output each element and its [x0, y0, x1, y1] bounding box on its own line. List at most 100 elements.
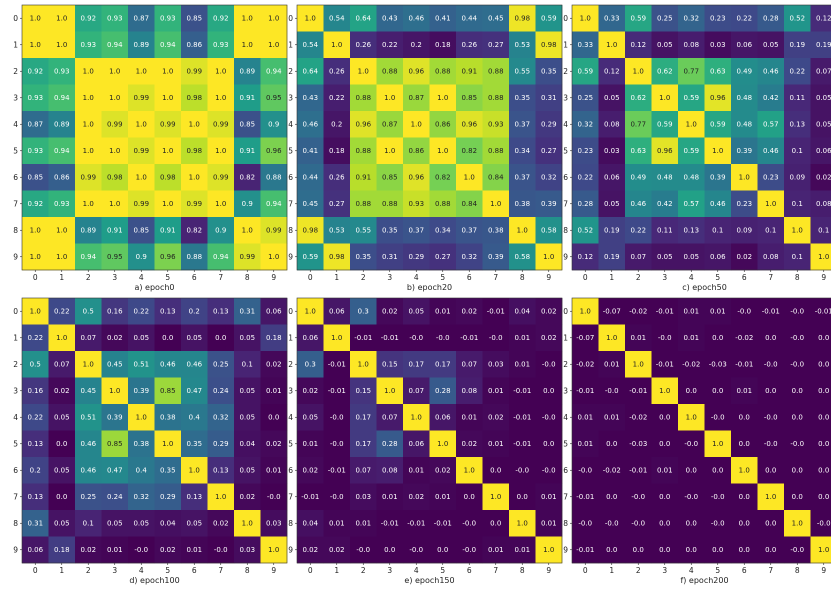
heatmap-cell-label: 0.11 — [789, 94, 805, 102]
heatmap-cell-label: 0.92 — [80, 14, 96, 22]
heatmap-cell-label: 0.0 — [818, 493, 829, 501]
heatmap-cell-label: 0.93 — [213, 41, 229, 49]
heatmap-cell-label: 0.58 — [541, 226, 557, 234]
heatmap-cell-label: 0.1 — [242, 360, 253, 368]
heatmap-cell-label: -0.0 — [462, 519, 476, 527]
heatmap-cell-label: 0.82 — [239, 173, 255, 181]
heatmap-cell-label: 0.35 — [186, 440, 202, 448]
heatmap-cell-label: 0.29 — [408, 253, 424, 261]
heatmap-cell-label: 1.0 — [517, 519, 528, 527]
heatmap-cell-label: 0.85 — [382, 173, 398, 181]
heatmap-cell-label: 0.19 — [604, 226, 620, 234]
heatmap-cell-label: 0.89 — [239, 67, 255, 75]
heatmap-cell-label: 1.0 — [162, 440, 173, 448]
heatmap-cell-label: 0.07 — [355, 466, 371, 474]
heatmap-cell-label: 0.98 — [107, 173, 123, 181]
heatmap-cell-label: 0.96 — [408, 67, 424, 75]
heatmap-cell-label: 1.0 — [659, 94, 670, 102]
heatmap-cell-label: 0.01 — [710, 307, 726, 315]
heatmap-cell-label: 1.0 — [384, 94, 395, 102]
heatmap-cell-label: -0.01 — [328, 360, 346, 368]
heatmap-cell-label: 0.38 — [133, 440, 149, 448]
x-tick-label: 0 — [583, 566, 588, 575]
heatmap-cell-label: 0.59 — [577, 67, 593, 75]
heatmap-cell-label: 1.0 — [437, 147, 448, 155]
heatmap-cell-label: 0.27 — [488, 41, 504, 49]
heatmap-cell-label: 0.92 — [27, 200, 43, 208]
heatmap-cell-label: 0.47 — [107, 466, 123, 474]
heatmap-cell-label: 0.59 — [683, 94, 699, 102]
heatmap-cell-label: 0.32 — [683, 14, 699, 22]
heatmap-cell-label: 1.0 — [30, 226, 41, 234]
heatmap-cell-label: 0.49 — [736, 67, 752, 75]
heatmap-cell-label: 0.01 — [355, 519, 371, 527]
heatmap-cell-label: 0.06 — [266, 307, 282, 315]
heatmap-cell-label: 0.55 — [514, 67, 530, 75]
heatmap-cell-label: 0.59 — [657, 120, 673, 128]
heatmap-cell-label: 0.98 — [160, 173, 176, 181]
y-tick-label: 7 — [288, 492, 293, 501]
heatmap-cell-label: -0.01 — [513, 413, 531, 421]
heatmap-cell-label: 0.05 — [239, 387, 255, 395]
heatmap-cell-label: 1.0 — [56, 41, 67, 49]
heatmap-cell-label: 0.96 — [355, 120, 371, 128]
heatmap-cell-label: 1.0 — [437, 94, 448, 102]
heatmap-cell-label: 0.89 — [54, 120, 70, 128]
heatmap-cell-label: 0.91 — [239, 147, 255, 155]
heatmap-cell-label: 0.38 — [160, 413, 176, 421]
heatmap-cell-label: 0.1 — [765, 226, 776, 234]
y-tick-label: 9 — [13, 252, 18, 261]
heatmap-cell-label: 0.93 — [80, 41, 96, 49]
y-tick-label: 1 — [13, 40, 18, 49]
heatmap-cell-label: 0.99 — [133, 200, 149, 208]
heatmap-cell-label: 0.01 — [435, 493, 451, 501]
heatmap-cell-label: 0.1 — [792, 253, 803, 261]
heatmap-cell-label: 0.09 — [789, 173, 805, 181]
heatmap-cell-label: 0.46 — [160, 360, 176, 368]
heatmap-cell-label: 0.02 — [541, 307, 557, 315]
heatmap-cell-label: -0.0 — [631, 493, 645, 501]
x-tick-label: 6 — [467, 566, 472, 575]
heatmap-cell-label: -0.03 — [709, 360, 727, 368]
heatmap-cell-label: 0.45 — [80, 387, 96, 395]
heatmap-cell-label: -0.01 — [576, 546, 594, 554]
heatmap-cell-label: 0.84 — [488, 173, 504, 181]
heatmap-cell-label: 0.31 — [27, 519, 43, 527]
heatmap-cell-label: 0.12 — [604, 67, 620, 75]
heatmap-cell-label: 0.05 — [302, 413, 318, 421]
heatmap-cell-label: 0.39 — [133, 387, 149, 395]
heatmap-cell-label: 0.12 — [577, 253, 593, 261]
heatmap-cell-label: 1.0 — [109, 67, 120, 75]
heatmap-cell-label: 0.45 — [107, 360, 123, 368]
heatmap-cell-label: 0.07 — [382, 413, 398, 421]
heatmap-cell-label: 0.9 — [242, 200, 253, 208]
heatmap-cell-label: 0.05 — [816, 94, 831, 102]
x-tick-label: 7 — [768, 566, 773, 575]
heatmap-cell-label: 1.0 — [490, 493, 501, 501]
x-tick-label: 5 — [440, 273, 445, 282]
heatmap-cell-label: 0.1 — [792, 147, 803, 155]
heatmap-cell-label: 0.47 — [186, 387, 202, 395]
heatmap-cell-label: 0.27 — [435, 253, 451, 261]
heatmap-cell-label: 0.0 — [543, 387, 554, 395]
heatmap-cell-label: 0.35 — [382, 226, 398, 234]
y-tick-label: 9 — [288, 545, 293, 554]
heatmap-cell-label: 0.26 — [461, 41, 477, 49]
y-tick-label: 1 — [13, 333, 18, 342]
heatmap-cell-label: 0.44 — [461, 14, 477, 22]
heatmap-cell-label: 0.05 — [763, 41, 779, 49]
heatmap-cell-label: -0.0 — [356, 546, 370, 554]
heatmap-cell-label: -0.0 — [330, 413, 344, 421]
heatmap-cell-label: 0.28 — [577, 200, 593, 208]
heatmap-cell-label: 0.05 — [54, 519, 70, 527]
heatmap-cell-label: 1.0 — [215, 493, 226, 501]
x-tick-label: 3 — [387, 273, 392, 282]
heatmap-cell-label: 0.93 — [27, 94, 43, 102]
heatmap-cell-label: 1.0 — [384, 147, 395, 155]
y-tick-label: 3 — [13, 93, 18, 102]
y-tick-label: 0 — [563, 14, 568, 23]
heatmap-cell-label: 0.0 — [56, 493, 67, 501]
heatmap-cell-label: 0.0 — [633, 546, 644, 554]
heatmap-cell-label: 0.39 — [488, 253, 504, 261]
heatmap-cell-label: -0.0 — [684, 493, 698, 501]
